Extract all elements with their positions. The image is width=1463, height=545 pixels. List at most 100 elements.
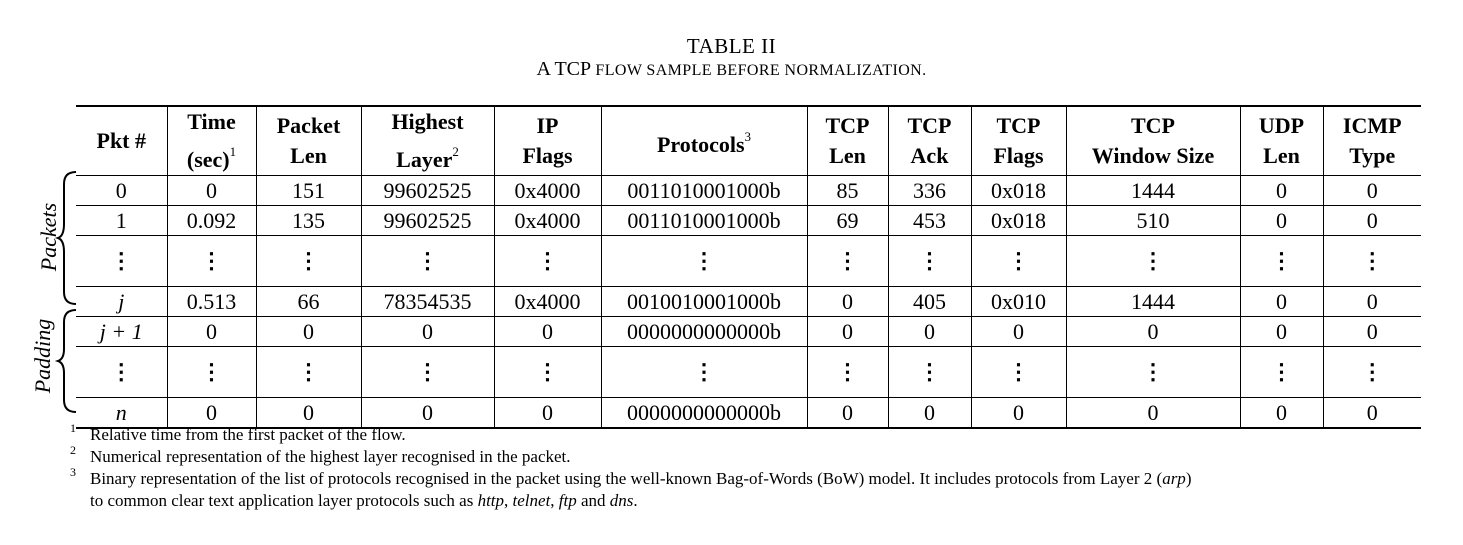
table-row: 1 0.092 135 99602525 0x4000 0011010001000b 69 4…	[76, 205, 1421, 236]
table-cell: 99602525	[360, 205, 495, 236]
column-header-line1: Pkt #	[96, 128, 147, 153]
table-cell: 0	[255, 397, 362, 429]
table-cell: 0	[1322, 397, 1421, 429]
table-cell: 85	[806, 175, 889, 206]
table-cell: 0	[806, 397, 889, 429]
column-header-line2: Flags	[522, 143, 573, 168]
column-header-line2: Len	[290, 143, 327, 168]
table-cell: 0	[1322, 175, 1421, 206]
packets-group-label: Packets	[36, 202, 61, 272]
vertical-dots: ⋮	[297, 359, 320, 384]
vdots-cell: ⋮	[360, 346, 495, 398]
table-cell: 0.092	[166, 205, 257, 236]
table-cell: 0	[887, 397, 972, 429]
vertical-dots: ⋮	[1361, 359, 1384, 384]
column-header: Time (sec)1	[166, 105, 257, 176]
vertical-dots: ⋮	[1270, 248, 1293, 273]
vertical-dots: ⋮	[693, 359, 715, 384]
vertical-dots: ⋮	[536, 248, 559, 273]
footnote-marker: 3	[744, 129, 752, 144]
column-header-line2: Layer	[396, 147, 453, 172]
column-header: Highest Layer2	[360, 105, 495, 176]
footnote-italic-term: telnet	[512, 491, 551, 510]
table-cell: 0	[1322, 316, 1421, 347]
vertical-dots: ⋮	[1270, 359, 1293, 384]
table-cell: 0x018	[970, 175, 1067, 206]
table-cell: 0011010001000b	[600, 175, 808, 206]
table-row: j + 1 0 0 0 0 0000000000000b 0 0 0 0 0 0	[76, 316, 1421, 347]
vertical-dots: ⋮	[416, 359, 439, 384]
column-header-line1: TCP	[996, 113, 1041, 138]
footnote-text: ,	[550, 491, 559, 510]
column-header: TCP Window Size	[1065, 105, 1241, 176]
vertical-dots: ⋮	[200, 248, 223, 273]
table-cell: j	[76, 286, 168, 317]
column-header-line1: Time	[187, 109, 236, 134]
footnotes: 1 Relative time from the first packet of …	[70, 421, 1191, 512]
table-cell: 135	[255, 205, 362, 236]
column-header-line2: Window Size	[1091, 143, 1215, 168]
vdots-cell: ⋮	[1065, 346, 1241, 398]
vdots-cell: ⋮	[970, 346, 1067, 398]
table-cell: 0x018	[970, 205, 1067, 236]
table-cell: 1444	[1065, 175, 1241, 206]
table-cell: 66	[255, 286, 362, 317]
table-cell: 0	[166, 397, 257, 429]
column-header-line1: UDP	[1258, 113, 1305, 138]
vdots-cell: ⋮	[887, 346, 972, 398]
table-cell: 0	[970, 316, 1067, 347]
table-row: j 0.513 66 78354535 0x4000 0010010001000b 0 405…	[76, 286, 1421, 317]
vertical-dots: ⋮	[1142, 359, 1164, 384]
column-header-line2: Ack	[910, 143, 949, 168]
table-cell: 0	[255, 316, 362, 347]
vdots-cell: ⋮	[806, 235, 889, 287]
footnote-italic-term: ftp	[558, 491, 577, 510]
footnote-text: to common clear text application layer p…	[90, 491, 478, 510]
column-header-line1: Highest	[391, 109, 464, 134]
table-cell: 0000000000000b	[600, 316, 808, 347]
footnote-marker: 1	[229, 144, 237, 159]
table-cell: 0	[493, 397, 602, 429]
column-header: Packet Len	[255, 105, 362, 176]
table-cell: 0	[806, 316, 889, 347]
table-cell: 0	[360, 397, 495, 429]
table-cell: 405	[887, 286, 972, 317]
footnote-italic-term: arp	[1162, 469, 1186, 488]
vertical-dots: ⋮	[110, 248, 133, 273]
footnote: 3 Binary representation of the list of pr…	[70, 465, 1191, 512]
table-cell: 1	[76, 205, 168, 236]
vdots-cell: ⋮	[1239, 235, 1324, 287]
column-header-line1: ICMP	[1342, 113, 1402, 138]
table-cell: 0	[1322, 205, 1421, 236]
table-cell: 0	[1239, 397, 1324, 429]
table-cell: 510	[1065, 205, 1241, 236]
table-cell: 0x4000	[493, 205, 602, 236]
table-cell: 0	[1065, 316, 1241, 347]
table-cell: 336	[887, 175, 972, 206]
vdots-cell: ⋮	[1322, 346, 1421, 398]
table-body: 0 0 151 99602525 0x4000 0011010001000b 85 336 0x…	[76, 175, 1421, 429]
footnote-text: and	[576, 491, 610, 510]
vdots-cell: ⋮	[166, 346, 257, 398]
vdots-cell: ⋮	[1239, 346, 1324, 398]
column-header: Pkt #	[76, 105, 168, 176]
footnote-number: 2	[70, 443, 76, 457]
table-row: n 0 0 0 0 0000000000000b 0 0 0 0 0 0	[76, 397, 1421, 429]
vertical-dots: ⋮	[1007, 248, 1030, 273]
footnote-marker: 2	[452, 144, 459, 159]
table-cell: 0	[493, 316, 602, 347]
column-header: Protocols3	[600, 105, 808, 176]
footnote-text: ,	[504, 491, 513, 510]
padding-group-label: Padding	[30, 318, 55, 394]
column-header: IP Flags	[493, 105, 602, 176]
table-cell: 453	[887, 205, 972, 236]
table-cell: 0	[166, 316, 257, 347]
packets-brace	[54, 171, 77, 305]
table-cell: 0	[166, 175, 257, 206]
table-cell: j + 1	[76, 316, 168, 347]
table-cell: 0	[887, 316, 972, 347]
ellipsis-row: ⋮ ⋮ ⋮ ⋮ ⋮ ⋮ ⋮ ⋮ ⋮ ⋮ ⋮ ⋮	[76, 235, 1421, 287]
vdots-cell: ⋮	[1065, 235, 1241, 287]
vertical-dots: ⋮	[918, 248, 941, 273]
vertical-dots: ⋮	[1361, 248, 1384, 273]
